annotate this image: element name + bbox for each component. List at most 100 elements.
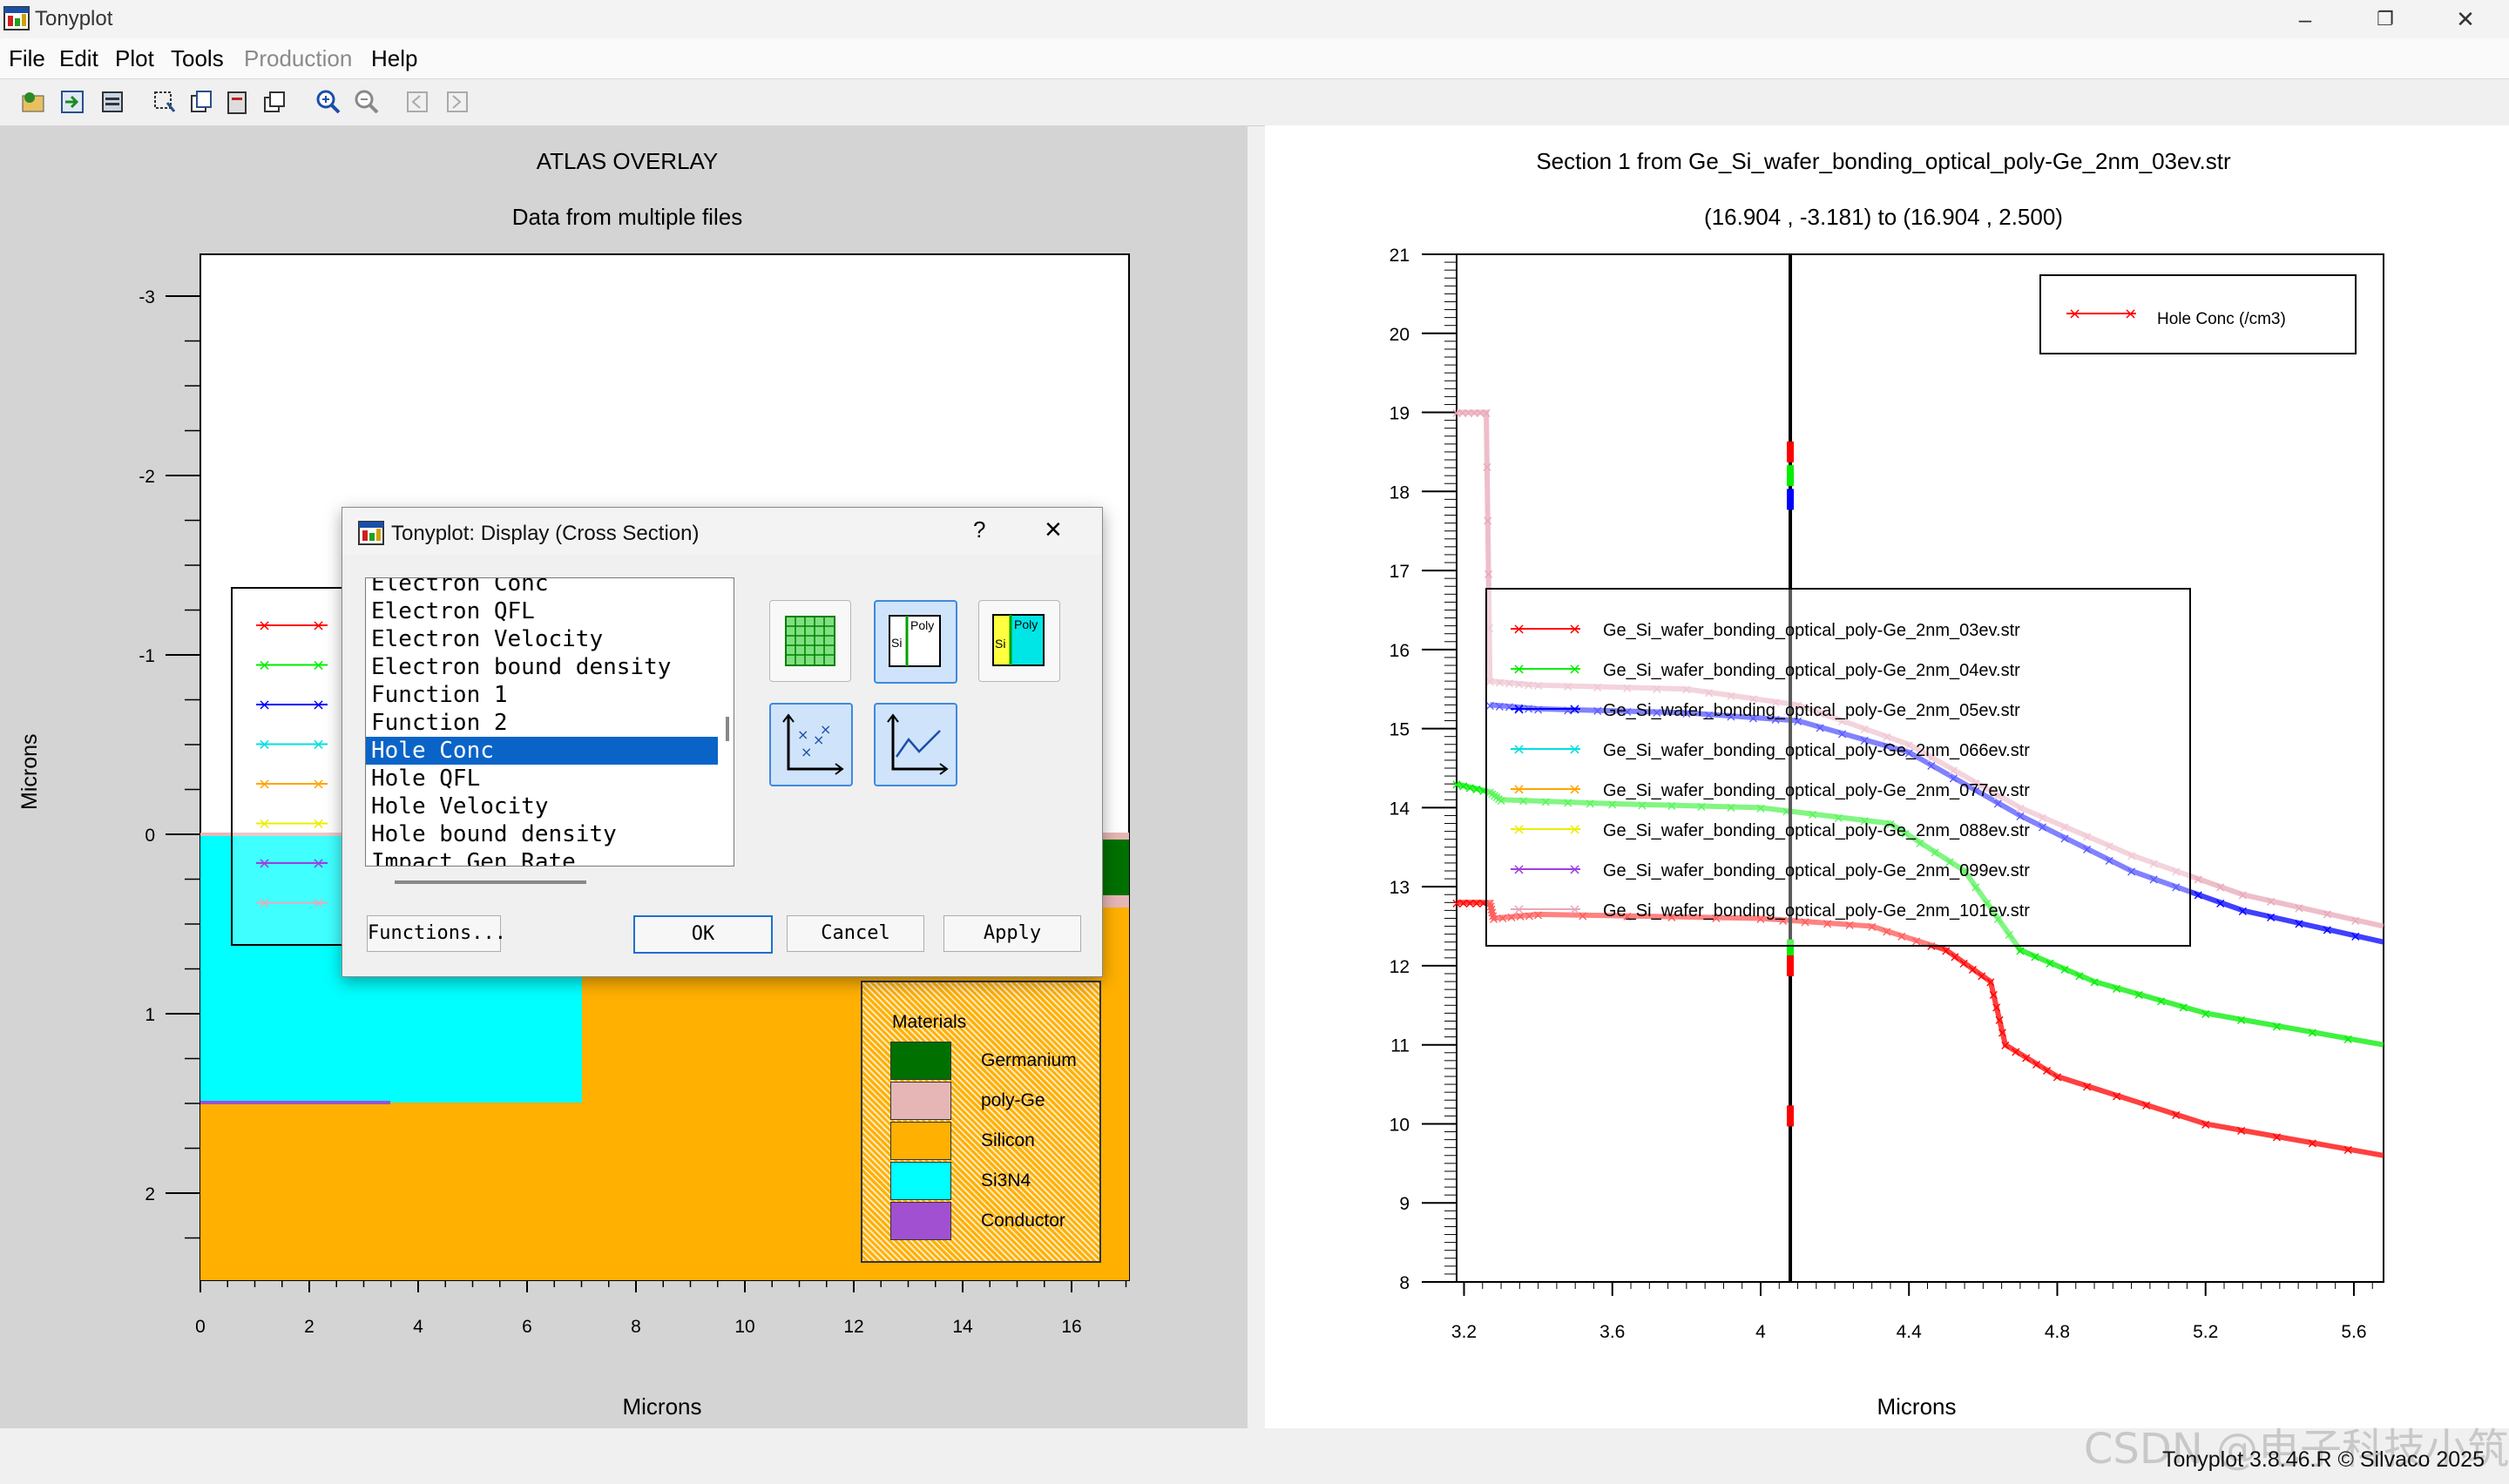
series-marker: × <box>2111 980 2122 996</box>
overlay-legend-lines: × × × × × × × × × × × × × × × × <box>256 617 328 913</box>
zoom-in-icon[interactable] <box>314 87 343 117</box>
series-marker: × <box>1494 698 1505 714</box>
series-marker: × <box>1562 794 1573 811</box>
listbox-vscroll-thumb[interactable] <box>726 717 729 741</box>
series-marker: × <box>1814 705 1825 721</box>
list-item[interactable]: Hole Velocity <box>371 793 549 820</box>
series-marker: × <box>1748 691 1759 707</box>
listbox-hscroll-thumb[interactable] <box>395 880 586 884</box>
series-marker: × <box>2170 879 2181 895</box>
series-marker: × <box>1992 787 2004 804</box>
list-item[interactable]: Function 1 <box>371 682 508 708</box>
dialog-help-button[interactable]: ? <box>973 516 986 543</box>
series-marker: × <box>1457 405 1468 422</box>
import-icon[interactable] <box>57 87 87 117</box>
line-chart[interactable]: 8 9 10 11 12 13 14 15 16 17 18 19 20 21 3.2 3.6 4 4.4 4.8 5… <box>1265 235 2506 1367</box>
series-marker: × <box>2111 1088 2122 1104</box>
lines-toggle-button[interactable] <box>874 703 957 786</box>
series-marker: × <box>2081 828 2093 845</box>
list-item[interactable]: Hole bound density <box>371 821 617 847</box>
list-item[interactable]: Hole Conc <box>366 737 718 765</box>
series-marker: × <box>1621 704 1633 720</box>
cutline-marker-point <box>1787 939 1795 961</box>
edges-toggle-button[interactable]: Si Poly <box>874 600 957 684</box>
copy-icon[interactable] <box>186 87 216 117</box>
menu-plot[interactable]: Plot <box>115 45 154 71</box>
series-marker: × <box>2170 1107 2181 1123</box>
series-marker: × <box>1991 999 2002 1015</box>
series-marker: × <box>1666 909 1677 926</box>
series-marker: × <box>1881 923 1892 940</box>
ok-button[interactable]: OK <box>633 915 773 954</box>
x-tick-label: 5.6 <box>2341 1322 2366 1342</box>
y-tick-label: 11 <box>1390 1036 1410 1056</box>
series-marker: × <box>1493 790 1505 806</box>
series-marker: × <box>2010 1043 2021 1060</box>
cancel-button[interactable]: Cancel <box>787 915 924 952</box>
list-item[interactable]: Electron QFL <box>371 598 535 624</box>
previous-icon[interactable] <box>402 87 432 117</box>
mesh-toggle-button[interactable] <box>769 600 851 682</box>
overlay-legend-marker: × <box>258 775 271 793</box>
series-legend-marker: × <box>1568 820 1581 839</box>
x-tick-label: 16 <box>1061 1317 1081 1337</box>
menu-help[interactable]: Help <box>371 45 418 71</box>
x-tick-label: 4.8 <box>2045 1322 2070 1342</box>
quantity-listbox[interactable]: Electron Conc Electron QFL Electron Veloci… <box>365 577 734 867</box>
list-item[interactable]: Hole QFL <box>371 766 481 792</box>
next-icon[interactable] <box>443 87 472 117</box>
toolbar <box>0 80 2509 126</box>
list-item[interactable]: Function 2 <box>371 710 508 736</box>
menu-file[interactable]: File <box>9 45 45 71</box>
x-tick-label: 2 <box>304 1317 314 1337</box>
list-item[interactable]: Electron Velocity <box>371 626 604 652</box>
series-marker: × <box>1577 907 1588 924</box>
series-marker: × <box>2271 1129 2282 1145</box>
list-item[interactable]: Electron Conc <box>371 577 549 597</box>
material-swatch <box>890 1122 951 1160</box>
conductor-strip <box>200 1101 390 1104</box>
series-marker: × <box>2265 909 2276 926</box>
series-marker: × <box>1695 799 1707 815</box>
left-plot-xlabel: Microns <box>622 1393 702 1420</box>
x-tick-label: 3.2 <box>1451 1322 1477 1342</box>
series-marker: × <box>1457 778 1469 794</box>
print-icon[interactable] <box>98 87 127 117</box>
series-marker: × <box>1562 678 1573 695</box>
select-icon[interactable] <box>150 87 179 117</box>
series-marker: × <box>1484 898 1496 914</box>
list-item[interactable]: Impact Gen Rate <box>371 849 576 867</box>
fill-toggle-button[interactable]: Si Poly <box>978 600 1060 682</box>
restore-icon[interactable]: ❐ <box>2377 8 2394 30</box>
paste-icon[interactable] <box>223 87 253 117</box>
apply-button[interactable]: Apply <box>943 915 1081 952</box>
svg-text:Si: Si <box>891 636 902 650</box>
series-marker: × <box>1483 566 1494 583</box>
overlay-legend-marker: × <box>312 617 325 635</box>
series-marker: × <box>1799 914 1810 930</box>
series-marker: × <box>1464 779 1476 796</box>
series-marker: × <box>1948 762 1959 779</box>
zoom-out-icon[interactable] <box>352 87 382 117</box>
right-plot-subtitle: (16.904 , -3.181) to (16.904 , 2.500) <box>1704 204 2063 230</box>
series-marker: × <box>2014 799 2025 816</box>
menu-production[interactable]: Production <box>244 45 353 71</box>
series-legend-marker: × <box>1512 740 1525 759</box>
functions-button[interactable]: Functions... <box>367 915 506 952</box>
series-marker: × <box>1513 676 1525 692</box>
series-marker: × <box>2307 1024 2318 1041</box>
svg-text:Si: Si <box>995 637 1005 651</box>
close-window-icon[interactable]: ✕ <box>2456 6 2475 32</box>
overlay-icon[interactable] <box>261 87 291 117</box>
open-icon[interactable] <box>19 87 49 117</box>
menu-tools[interactable]: Tools <box>171 45 224 71</box>
series-legend-label: Ge_Si_wafer_bonding_optical_poly-Ge_2nm_… <box>1603 781 2030 800</box>
minimize-icon[interactable]: – <box>2298 6 2312 32</box>
dialog-close-button[interactable]: × <box>1045 513 1062 546</box>
menu-edit[interactable]: Edit <box>59 45 98 71</box>
copyright-label: Tonyplot 3.8.46.R © Silvaco 2025 <box>2161 1447 2485 1472</box>
cutline-marker-point <box>1787 954 1795 976</box>
material-swatch <box>890 1082 951 1120</box>
markers-toggle-button[interactable]: × × × × <box>769 703 853 786</box>
list-item[interactable]: Electron bound density <box>371 654 672 680</box>
